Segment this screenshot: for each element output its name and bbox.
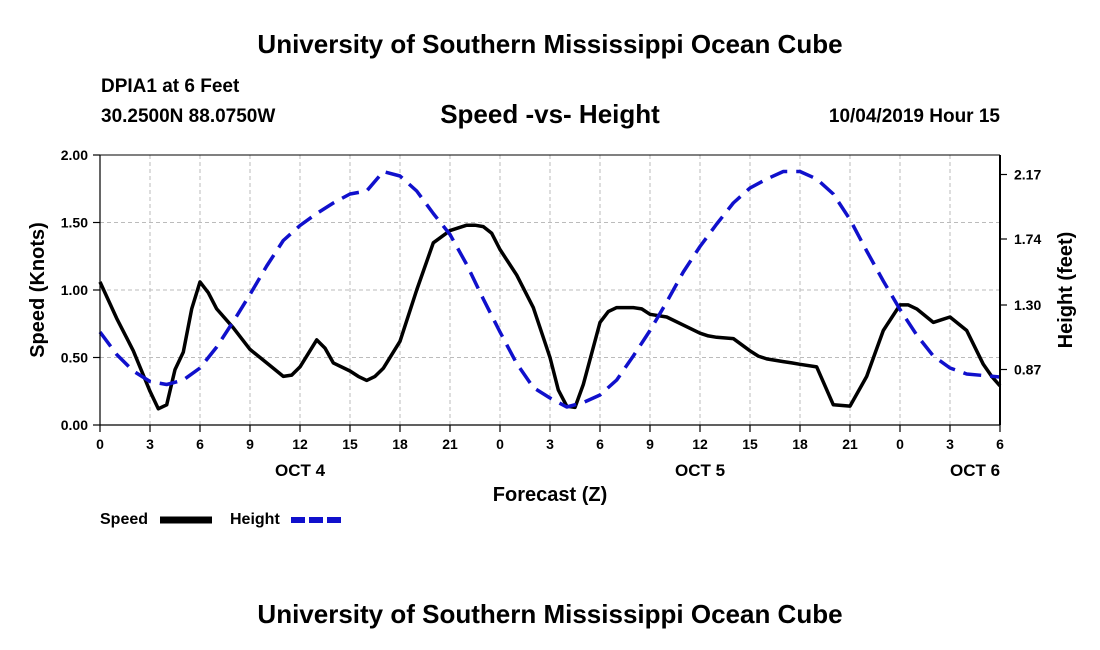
y2-tick-label: 0.87 xyxy=(1014,362,1041,378)
x-tick-label: 12 xyxy=(292,436,308,452)
y-tick-label: 2.00 xyxy=(61,147,88,163)
y-tick-label: 0.00 xyxy=(61,417,88,433)
x-tick-label: 18 xyxy=(392,436,408,452)
x-tick-label: 6 xyxy=(196,436,204,452)
y2-tick-label: 2.17 xyxy=(1014,167,1041,183)
x-tick-label: 15 xyxy=(342,436,358,452)
day-label: OCT 5 xyxy=(675,461,725,480)
x-tick-label: 21 xyxy=(842,436,858,452)
y-tick-label: 0.50 xyxy=(61,350,88,366)
series-line-speed xyxy=(98,223,1002,411)
legend: Speed Height xyxy=(100,511,342,528)
series-line-height xyxy=(98,169,1001,409)
x-tick-label: 18 xyxy=(792,436,808,452)
y-axis-title: Speed (Knots) xyxy=(27,222,49,358)
page-footer-title: University of Southern Mississippi Ocean… xyxy=(257,599,843,629)
x-tick-label: 3 xyxy=(546,436,554,452)
x-tick-label: 3 xyxy=(146,436,154,452)
grid xyxy=(100,155,1000,425)
page-header-title: University of Southern Mississippi Ocean… xyxy=(257,29,843,59)
day-label: OCT 6 xyxy=(950,461,1000,480)
y2-axis-title: Height (feet) xyxy=(1055,232,1077,349)
x-tick-label: 3 xyxy=(946,436,954,452)
x-tick-label: 9 xyxy=(646,436,654,452)
y-tick-label: 1.50 xyxy=(61,215,88,231)
chart-title: Speed -vs- Height xyxy=(440,99,660,129)
series-layer xyxy=(98,169,1002,411)
y2-tick-label: 1.74 xyxy=(1014,231,1041,247)
x-tick-label: 0 xyxy=(896,436,904,452)
x-tick-label: 15 xyxy=(742,436,758,452)
x-tick-label: 6 xyxy=(596,436,604,452)
x-axis-title: Forecast (Z) xyxy=(493,484,607,506)
x-tick-label: 9 xyxy=(246,436,254,452)
axes: 0 3 6 9 12 15 18 21 0 3 6 9 12 15 18 21 0 3 6 0.00 0.50 1.00 1… xyxy=(27,147,1077,506)
legend-label-height: Height xyxy=(230,511,280,528)
x-tick-label: 0 xyxy=(96,436,104,452)
x-tick-label: 0 xyxy=(496,436,504,452)
day-label: OCT 4 xyxy=(275,461,326,480)
x-tick-label: 21 xyxy=(442,436,458,452)
x-tick-label: 12 xyxy=(692,436,708,452)
x-tick-label: 6 xyxy=(996,436,1004,452)
station-label: DPIA1 at 6 Feet xyxy=(101,76,240,97)
datetime-label: 10/04/2019 Hour 15 xyxy=(828,106,1000,127)
coordinates-label: 30.2500N 88.0750W xyxy=(101,106,276,127)
y2-tick-label: 1.30 xyxy=(1014,297,1041,313)
legend-label-speed: Speed xyxy=(100,511,148,528)
y-tick-label: 1.00 xyxy=(61,282,88,298)
